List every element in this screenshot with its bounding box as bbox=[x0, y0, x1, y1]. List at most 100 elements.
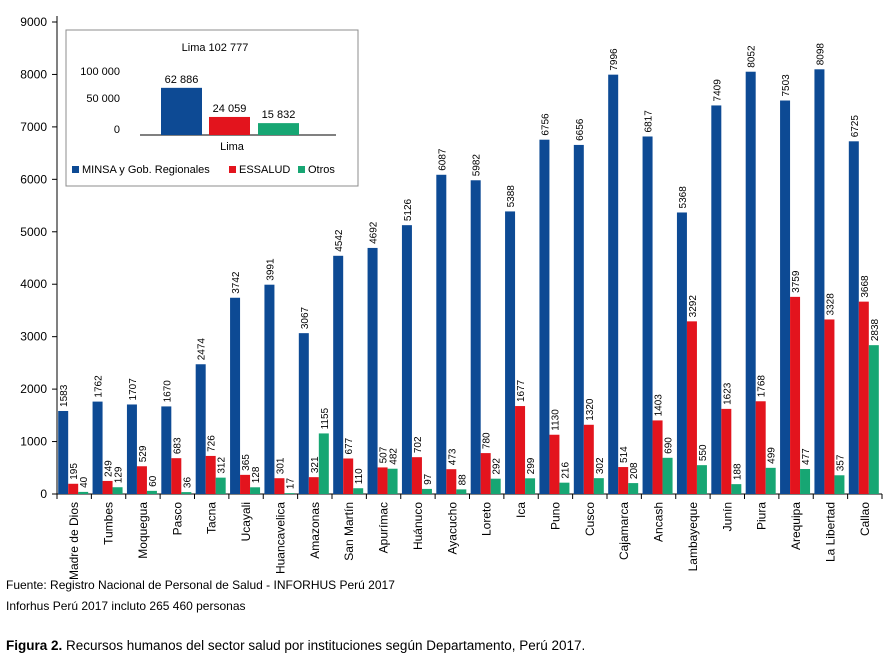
inset-data-label: 15 832 bbox=[262, 109, 296, 121]
x-tick-label: Loreto bbox=[480, 502, 494, 536]
data-label: 2838 bbox=[870, 318, 881, 341]
bar-essalud bbox=[274, 478, 285, 494]
inset-bar-minsa bbox=[161, 87, 202, 135]
bar-otros bbox=[387, 468, 398, 494]
data-label: 36 bbox=[182, 477, 193, 489]
y-tick-label: 7000 bbox=[20, 120, 47, 134]
data-label: 128 bbox=[251, 466, 262, 483]
data-label: 550 bbox=[698, 444, 709, 461]
bar-minsa bbox=[92, 401, 103, 494]
data-label: 7503 bbox=[781, 74, 792, 97]
bar-essalud bbox=[102, 480, 113, 494]
data-label: 5368 bbox=[678, 186, 689, 209]
x-tick-label: San Martín bbox=[342, 502, 356, 561]
bar-essalud bbox=[480, 453, 491, 494]
y-tick-label: 3000 bbox=[20, 330, 47, 344]
inset-y-label: 0 bbox=[114, 124, 120, 136]
bar-essalud bbox=[549, 434, 560, 494]
legend-label: Otros bbox=[308, 164, 335, 176]
data-label: 3668 bbox=[860, 275, 871, 298]
bar-essalud bbox=[377, 467, 388, 494]
bar-otros bbox=[800, 468, 811, 494]
bar-minsa bbox=[745, 71, 756, 494]
data-label: 3328 bbox=[825, 293, 836, 316]
bar-minsa bbox=[298, 333, 309, 494]
inset-bar-essalud bbox=[209, 116, 250, 135]
data-label: 4692 bbox=[369, 221, 380, 244]
x-tick-label: La Libertad bbox=[823, 502, 837, 562]
data-label: 1583 bbox=[59, 384, 70, 407]
y-tick-label: 0 bbox=[40, 487, 47, 501]
data-label: 702 bbox=[413, 436, 424, 453]
data-label: 683 bbox=[172, 437, 183, 454]
data-label: 357 bbox=[835, 454, 846, 471]
bar-essalud bbox=[343, 458, 354, 494]
bar-otros bbox=[421, 488, 432, 494]
bar-otros bbox=[559, 482, 570, 494]
data-label: 1762 bbox=[94, 375, 105, 398]
bar-otros bbox=[250, 487, 261, 494]
x-tick-label: Cusco bbox=[583, 502, 597, 536]
data-label: 6725 bbox=[850, 115, 861, 138]
bar-essalud bbox=[205, 455, 216, 494]
x-tick-label: Pasco bbox=[170, 502, 184, 536]
data-label: 7996 bbox=[609, 48, 620, 71]
data-label: 4542 bbox=[334, 229, 345, 252]
x-tick-label: Apurímac bbox=[377, 502, 391, 553]
bar-minsa bbox=[711, 105, 722, 494]
data-label: 60 bbox=[148, 475, 159, 487]
data-label: 1320 bbox=[585, 398, 596, 421]
y-tick-label: 9000 bbox=[20, 15, 47, 29]
data-label: 3742 bbox=[231, 271, 242, 294]
bar-minsa bbox=[126, 404, 137, 494]
x-tick-label: Ica bbox=[514, 502, 528, 518]
data-label: 473 bbox=[447, 448, 458, 465]
x-tick-label: Lambayeque bbox=[686, 502, 700, 572]
data-label: 1768 bbox=[757, 375, 768, 398]
bar-otros bbox=[662, 457, 673, 494]
bar-minsa bbox=[195, 364, 206, 494]
data-label: 299 bbox=[526, 457, 537, 474]
caption-label: Figura 2. bbox=[6, 638, 63, 653]
y-tick-label: 5000 bbox=[20, 225, 47, 239]
bar-otros bbox=[490, 478, 501, 494]
bar-otros bbox=[112, 487, 123, 494]
data-label: 507 bbox=[379, 446, 390, 463]
chart: 0 1000 2000 3000 4000 5000 6000 7000 8000 9000 Mad… bbox=[20, 15, 883, 580]
data-label: 3292 bbox=[688, 295, 699, 318]
bar-minsa bbox=[573, 144, 584, 494]
data-label: 2474 bbox=[197, 338, 208, 361]
data-label: 249 bbox=[104, 460, 115, 477]
bar-minsa bbox=[848, 141, 859, 495]
bar-otros bbox=[78, 491, 89, 494]
legend-swatch bbox=[229, 166, 236, 173]
data-label: 1707 bbox=[128, 378, 139, 401]
data-label: 195 bbox=[69, 463, 80, 480]
bar-essalud bbox=[411, 457, 422, 494]
x-tick-label: Amazonas bbox=[308, 502, 322, 559]
inset-box bbox=[65, 29, 359, 187]
x-tick-label: Tacna bbox=[205, 502, 219, 534]
data-label: 5388 bbox=[506, 185, 517, 208]
bar-minsa bbox=[161, 406, 172, 494]
data-label: 110 bbox=[354, 468, 365, 484]
x-tick-label: Tumbes bbox=[102, 502, 116, 545]
bar-essalud bbox=[652, 420, 663, 494]
bar-otros bbox=[628, 483, 639, 494]
x-tick-label: Huánuco bbox=[411, 502, 425, 550]
bar-essalud bbox=[790, 296, 801, 494]
bar-minsa bbox=[505, 211, 516, 495]
data-label: 365 bbox=[241, 454, 252, 471]
bar-essalud bbox=[858, 301, 869, 494]
data-label: 1623 bbox=[722, 382, 733, 405]
bar-otros bbox=[456, 489, 467, 494]
legend-swatch bbox=[72, 166, 79, 173]
inset-bar-otros bbox=[258, 123, 299, 135]
bar-essalud bbox=[446, 469, 457, 494]
data-label: 321 bbox=[310, 456, 321, 473]
bar-essalud bbox=[686, 321, 697, 494]
bar-minsa bbox=[470, 180, 481, 494]
data-label: 499 bbox=[767, 447, 778, 464]
data-label: 677 bbox=[344, 437, 355, 454]
data-label: 40 bbox=[79, 476, 90, 488]
